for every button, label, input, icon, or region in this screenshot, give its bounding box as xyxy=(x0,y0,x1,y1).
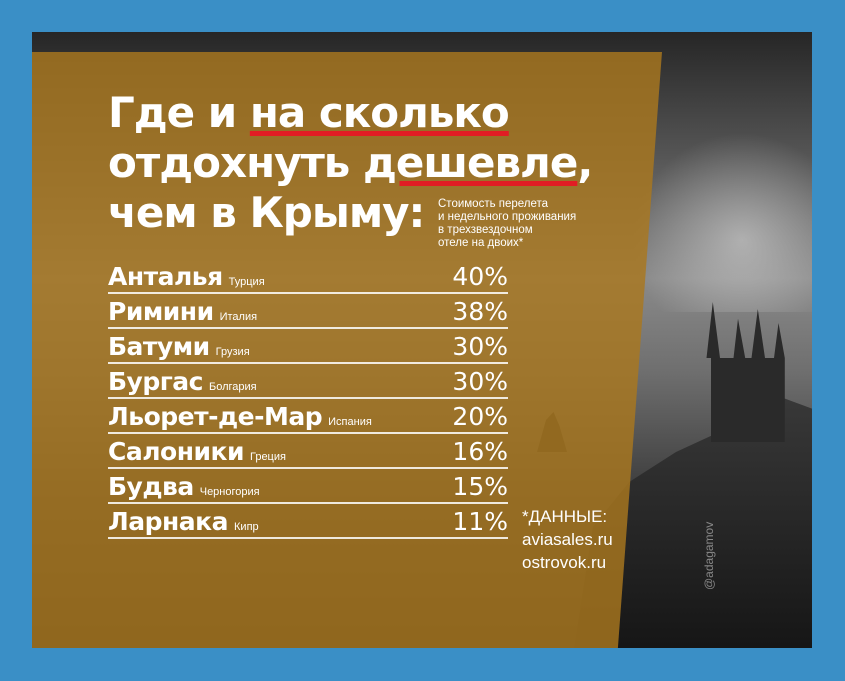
cost-footnote: Стоимость перелета и недельного проживан… xyxy=(438,198,638,250)
savings-percent: 30% xyxy=(452,367,508,396)
headline-underlined-text: дешевле xyxy=(362,138,578,187)
headline-comma: , xyxy=(577,138,593,187)
city-name: Римини xyxy=(108,297,214,326)
destination-row: Ларнака Кипр 11% xyxy=(108,507,508,539)
headline-text: Где и xyxy=(108,88,250,137)
destination-name: Льорет-де-Мар Испания xyxy=(108,402,372,432)
city-name: Анталья xyxy=(108,262,223,291)
destination-row: Льорет-де-Мар Испания 20% xyxy=(108,402,508,434)
sky-clouds xyxy=(632,132,812,312)
info-panel xyxy=(32,52,662,648)
destination-list: Анталья Турция 40% Римини Италия 38% Батум… xyxy=(108,262,508,542)
country-name: Италия xyxy=(219,311,258,323)
destination-name: Салоники Греция xyxy=(108,437,286,467)
city-name: Салоники xyxy=(108,437,244,466)
headline: Где и на сколько отдохнуть дешевле, чем … xyxy=(108,88,593,238)
city-name: Льорет-де-Мар xyxy=(108,402,323,431)
city-name: Бургас xyxy=(108,367,204,396)
headline-line-1: Где и на сколько xyxy=(108,88,592,138)
country-name: Греция xyxy=(249,451,286,463)
city-name: Будва xyxy=(108,472,194,501)
author-watermark: @adagamov xyxy=(702,521,716,590)
destination-row: Бургас Болгария 30% xyxy=(108,367,508,399)
source-site: aviasales.ru xyxy=(522,530,613,549)
destination-name: Батуми Грузия xyxy=(108,332,250,362)
destination-name: Ларнака Кипр xyxy=(108,507,259,537)
country-name: Болгария xyxy=(209,381,257,393)
city-name: Батуми xyxy=(108,332,210,361)
note-line: Стоимость перелета xyxy=(438,198,549,210)
destination-name: Будва Черногория xyxy=(108,472,260,502)
savings-percent: 16% xyxy=(452,437,508,466)
source-heading: *ДАННЫЕ: xyxy=(522,507,608,526)
destination-name: Бургас Болгария xyxy=(108,367,257,397)
country-name: Турция xyxy=(228,276,265,288)
note-line: отеле на двоих* xyxy=(438,237,524,249)
destination-row: Батуми Грузия 30% xyxy=(108,332,508,364)
savings-percent: 30% xyxy=(452,332,508,361)
savings-percent: 15% xyxy=(452,472,508,501)
destination-row: Будва Черногория 15% xyxy=(108,472,508,504)
country-name: Кипр xyxy=(234,521,259,533)
note-line: в трехзвездочном xyxy=(438,224,533,236)
destination-row: Римини Италия 38% xyxy=(108,297,508,329)
headline-text: отдохнуть xyxy=(108,138,363,187)
note-line: и недельного проживания xyxy=(438,211,577,223)
destination-name: Римини Италия xyxy=(108,297,257,327)
savings-percent: 11% xyxy=(452,507,508,536)
destination-row: Анталья Турция 40% xyxy=(108,262,508,294)
headline-line-3: чем в Крыму: xyxy=(108,188,425,237)
savings-percent: 20% xyxy=(452,402,508,431)
castle-silhouette xyxy=(706,302,785,442)
city-name: Ларнака xyxy=(108,507,229,536)
country-name: Черногория xyxy=(199,486,260,498)
savings-percent: 40% xyxy=(452,262,508,291)
headline-underlined-text: на сколько xyxy=(249,88,510,137)
source-site: ostrovok.ru xyxy=(522,553,607,572)
destination-name: Анталья Турция xyxy=(108,262,265,292)
headline-line-2: отдохнуть дешевле, xyxy=(108,138,593,188)
data-source: *ДАННЫЕ: aviasales.ru ostrovok.ru xyxy=(522,505,613,574)
country-name: Грузия xyxy=(215,346,250,358)
savings-percent: 38% xyxy=(452,297,508,326)
country-name: Испания xyxy=(328,416,372,428)
destination-row: Салоники Греция 16% xyxy=(108,437,508,469)
